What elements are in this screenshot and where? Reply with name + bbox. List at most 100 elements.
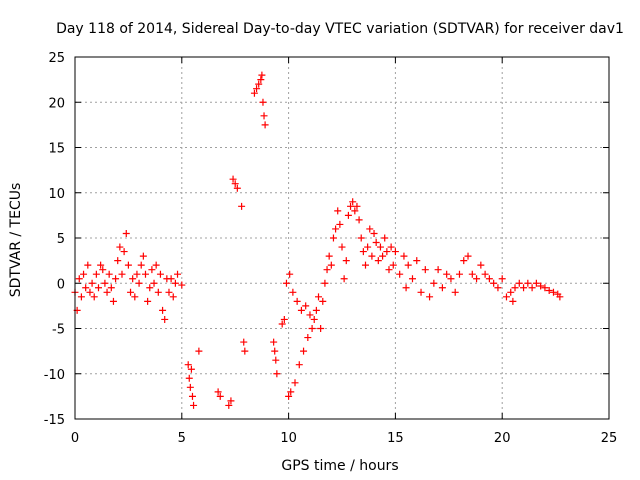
- data-point: [413, 257, 421, 265]
- data-point: [278, 320, 286, 328]
- data-point: [295, 361, 303, 369]
- data-point: [261, 121, 269, 129]
- data-point: [214, 388, 222, 396]
- data-point: [167, 275, 175, 283]
- data-point: [282, 279, 290, 287]
- gridlines: [75, 57, 609, 419]
- data-point: [507, 288, 515, 296]
- data-point: [385, 266, 393, 274]
- data-point: [381, 234, 389, 242]
- data-point: [396, 270, 404, 278]
- data-point: [131, 293, 139, 301]
- data-point: [156, 270, 164, 278]
- data-point: [188, 392, 196, 400]
- data-point: [280, 315, 288, 323]
- data-point: [379, 252, 387, 260]
- data-point: [532, 279, 540, 287]
- data-point: [286, 270, 294, 278]
- data-point: [80, 270, 88, 278]
- data-point: [312, 306, 320, 314]
- data-point: [159, 306, 167, 314]
- data-point: [327, 261, 335, 269]
- data-point: [271, 347, 279, 355]
- data-point: [338, 243, 346, 251]
- y-axis-ticks: -15 -10 -5 0 5 10 15 20 25: [44, 51, 609, 428]
- data-point: [114, 257, 122, 265]
- data-point: [520, 284, 528, 292]
- data-point: [258, 71, 266, 79]
- x-axis-ticks: 0 5 10 15 20 25: [71, 57, 617, 446]
- data-point: [135, 279, 143, 287]
- data-point: [165, 288, 173, 296]
- data-point: [387, 243, 395, 251]
- data-point: [361, 261, 369, 269]
- data-point: [481, 270, 489, 278]
- data-point: [336, 220, 344, 228]
- data-point: [238, 202, 246, 210]
- data-point: [451, 288, 459, 296]
- data-point: [359, 248, 367, 256]
- x-tick-label: 20: [494, 431, 511, 446]
- data-point: [447, 275, 455, 283]
- data-point: [389, 261, 397, 269]
- y-tick-label: 25: [48, 51, 65, 66]
- data-point: [477, 261, 485, 269]
- data-point: [321, 279, 329, 287]
- data-point: [105, 270, 113, 278]
- y-tick-label: 20: [48, 96, 65, 111]
- data-point: [289, 288, 297, 296]
- data-point: [498, 275, 506, 283]
- data-point: [304, 334, 312, 342]
- data-point: [400, 252, 408, 260]
- data-point: [473, 275, 481, 283]
- data-point: [154, 288, 162, 296]
- data-point: [434, 266, 442, 274]
- x-tick-label: 5: [178, 431, 186, 446]
- data-point: [129, 275, 137, 283]
- data-point: [82, 284, 90, 292]
- data-point: [150, 279, 158, 287]
- data-point: [323, 266, 331, 274]
- data-point: [368, 252, 376, 260]
- data-point: [417, 288, 425, 296]
- data-point: [152, 261, 160, 269]
- data-point: [494, 284, 502, 292]
- data-point: [97, 261, 105, 269]
- y-tick-label: -10: [44, 368, 65, 383]
- data-point: [353, 202, 361, 210]
- x-tick-label: 25: [601, 431, 618, 446]
- data-point: [253, 85, 261, 93]
- data-point: [357, 234, 365, 242]
- data-point: [443, 270, 451, 278]
- y-tick-label: -15: [44, 413, 65, 428]
- data-point: [460, 257, 468, 265]
- data-point: [216, 392, 224, 400]
- data-point: [374, 257, 382, 265]
- data-point: [99, 266, 107, 274]
- data-point: [317, 325, 325, 332]
- data-point: [302, 302, 310, 310]
- y-axis-label: SDTVAR / TECUs: [8, 183, 24, 298]
- data-point: [329, 234, 337, 242]
- data-point: [137, 261, 145, 269]
- data-point: [229, 175, 237, 183]
- data-point: [195, 347, 203, 355]
- data-point: [174, 270, 182, 278]
- data-point: [146, 284, 154, 292]
- data-point: [376, 243, 384, 251]
- data-point: [133, 270, 141, 278]
- x-axis-label: GPS time / hours: [281, 458, 398, 474]
- data-point: [364, 243, 372, 251]
- data-point: [545, 286, 553, 294]
- data-point: [408, 275, 416, 283]
- data-point: [347, 202, 355, 210]
- data-point: [240, 338, 248, 346]
- data-point: [355, 216, 363, 224]
- data-point: [310, 315, 318, 323]
- data-point: [319, 297, 327, 305]
- data-point: [315, 293, 323, 301]
- data-point: [524, 279, 532, 287]
- data-point: [259, 98, 267, 106]
- data-point: [391, 248, 399, 256]
- x-tick-label: 0: [71, 431, 79, 446]
